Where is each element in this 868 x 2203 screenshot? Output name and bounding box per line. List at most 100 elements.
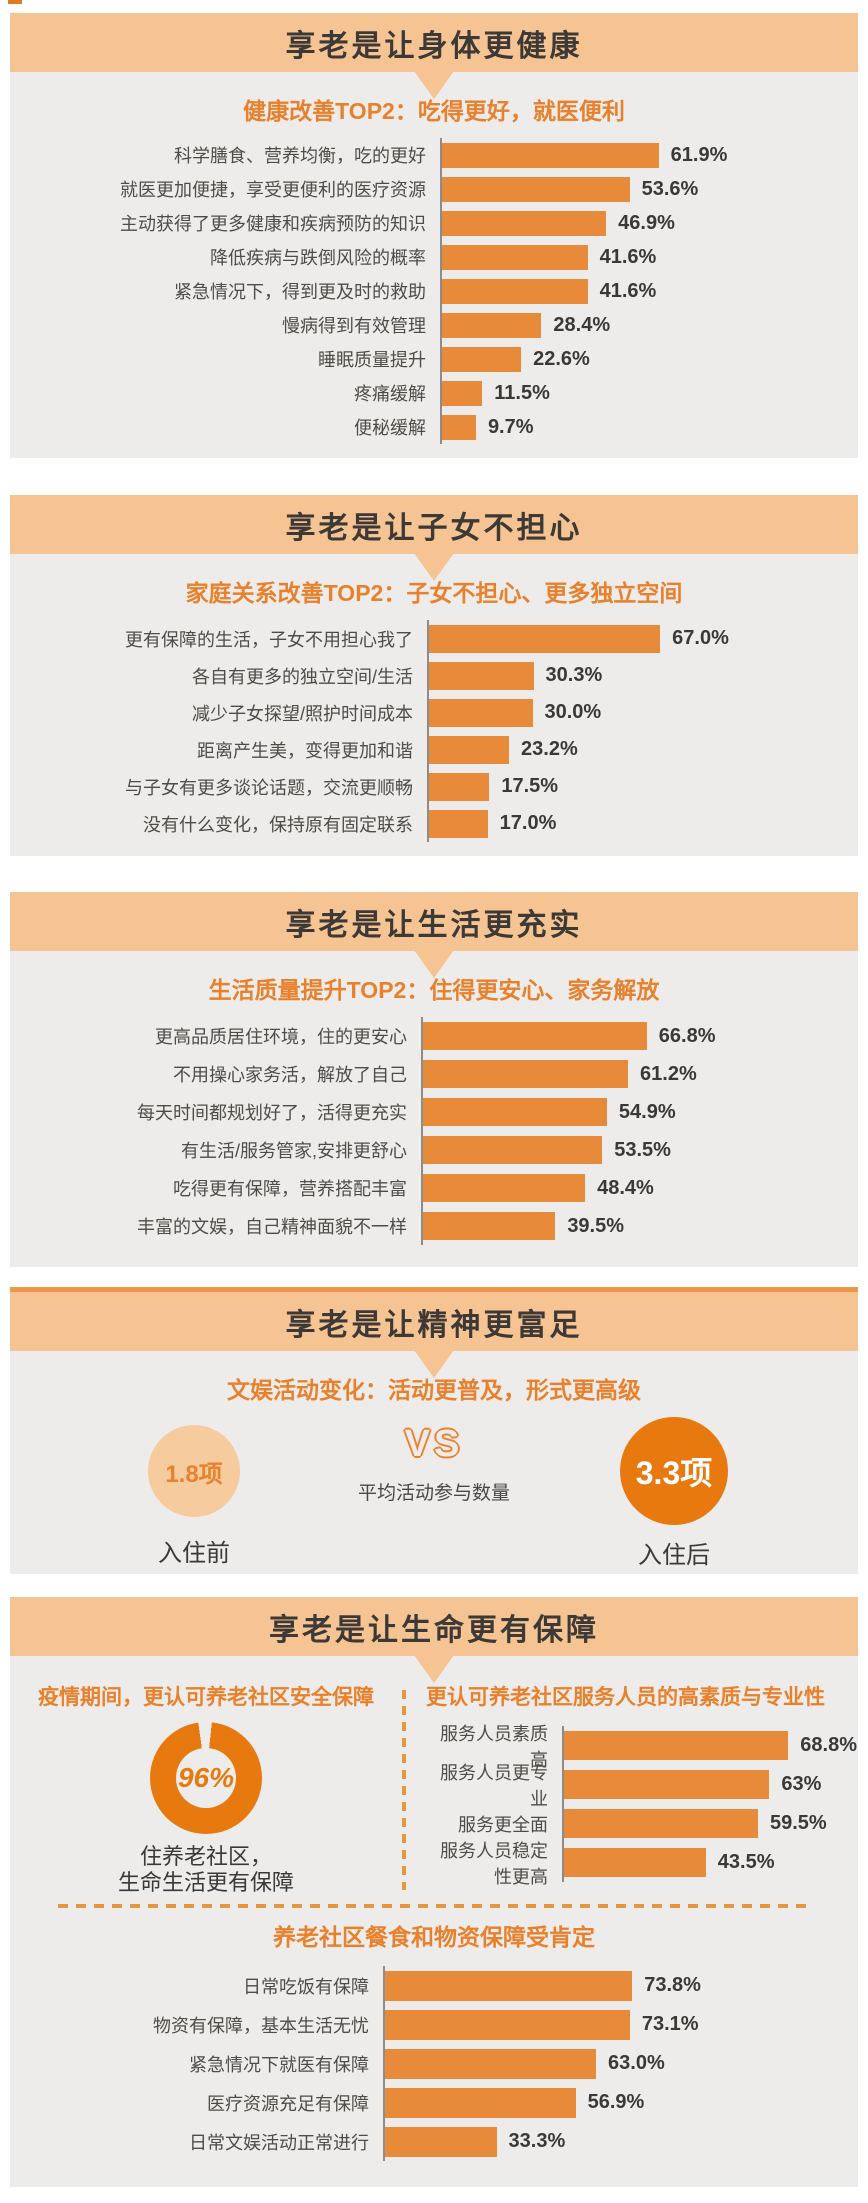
section-health-title: 享老是让身体更健康 (285, 29, 583, 63)
section-life: 享老是让生活更充实 生活质量提升TOP2：住得更安心、家务解放 更高品质居住环境… (10, 892, 858, 1267)
bar-value: 73.8% (644, 1974, 701, 1996)
bar (385, 1970, 633, 2001)
bar-track: 39.5% (421, 1207, 858, 1245)
chart-row: 服务人员稳定性更高 43.5% (426, 1841, 858, 1887)
bar-value: 9.7% (487, 415, 534, 438)
header-notch (414, 1350, 454, 1378)
bar (442, 346, 522, 372)
bar-track: 11.5% (440, 376, 858, 410)
staff-quality-column: 更认可养老社区服务人员的高素质与专业性 服务人员素质高 68.8% 服务人员更专业 6… (406, 1686, 858, 1887)
section-family-body: 家庭关系改善TOP2：子女不担心、更多独立空间 更有保障的生活，子女不用担心我了… (10, 554, 858, 856)
bar-value: 73.1% (641, 2013, 699, 2035)
section-security-header: 享老是让生命更有保障 (10, 1597, 858, 1683)
header-notch (414, 553, 454, 581)
section-family: 享老是让子女不担心 家庭关系改善TOP2：子女不担心、更多独立空间 更有保障的生… (10, 495, 858, 856)
bar-label: 没有什么变化，保持原有固定联系 (143, 814, 413, 835)
section-spirit-header: 享老是让精神更富足 (10, 1287, 858, 1378)
bar-label: 服务人员素质高 (440, 1723, 548, 1770)
bar-label: 减少子女探望/照护时间成本 (192, 703, 413, 724)
bar (442, 414, 476, 440)
bar-value: 41.6% (599, 279, 657, 302)
bar (385, 2009, 630, 2040)
donut-caption-line2: 生命生活更有保障 (117, 1870, 294, 1895)
chart-row: 慢病得到有效管理 28.4% (10, 308, 858, 342)
bar-value: 41.6% (599, 245, 657, 268)
bar-value: 53.5% (614, 1138, 671, 1161)
bar-value: 68.8% (800, 1734, 857, 1756)
section-family-title: 享老是让子女不担心 (285, 511, 583, 545)
bar-value: 30.0% (544, 701, 602, 723)
chart-row: 日常文娱活动正常进行 33.3% (10, 2122, 858, 2161)
health-chart-subtitle: 健康改善TOP2：吃得更好，就医便利 (243, 98, 625, 124)
chart-row: 便秘缓解 9.7% (10, 410, 858, 444)
bar-track: 53.6% (440, 172, 858, 206)
bar (442, 278, 588, 304)
section-life-title: 享老是让生活更充实 (285, 908, 583, 942)
bar-label: 科学膳食、营养均衡，吃的更好 (174, 146, 426, 166)
comparison-after-column: 3.3项 入住后 (549, 1417, 799, 1570)
bar-value: 66.8% (658, 1024, 716, 1047)
bar-track: 63% (562, 1765, 858, 1804)
bar-label: 紧急情况下，得到更及时的救助 (174, 282, 426, 302)
chart-row: 疼痛缓解 11.5% (10, 376, 858, 410)
staff-quality-heading: 更认可养老社区服务人员的高素质与专业性 (426, 1686, 825, 1709)
bar-track: 61.2% (421, 1055, 858, 1093)
chart-row: 每天时间都规划好了，活得更充实 54.9% (10, 1093, 858, 1131)
bar-track: 46.9% (440, 206, 858, 240)
bar-value: 33.3% (508, 2130, 566, 2152)
bar (423, 1098, 607, 1126)
section-security-body: 疫情期间，更认可养老社区安全保障 96% 住养老社区， 生命生活更有保障 更认可… (10, 1656, 858, 2187)
bar (564, 1809, 758, 1838)
chart-row: 距离产生美，变得更加和谐 23.2% (10, 731, 858, 768)
bar-track: 9.7% (440, 410, 858, 444)
bar-track: 53.5% (421, 1131, 858, 1169)
chart-row: 减少子女探望/照护时间成本 30.0% (10, 694, 858, 731)
family-bar-chart: 更有保障的生活，子女不用担心我了 67.0% 各自有更多的独立空间/生活 30.3% 减… (10, 620, 858, 842)
pandemic-safety-heading: 疫情期间，更认可养老社区安全保障 (38, 1686, 374, 1709)
bar-value: 46.9% (618, 211, 675, 234)
bar-label: 就医更加便捷，享受更便利的医疗资源 (120, 180, 426, 200)
chart-row: 服务人员素质高 68.8% (426, 1724, 858, 1770)
bar (423, 1022, 647, 1050)
supplies-heading: 养老社区餐食和物资保障受肯定 (273, 1924, 595, 1950)
bar (423, 1136, 603, 1164)
bar (564, 1770, 770, 1799)
section-spirit-title: 享老是让精神更富足 (285, 1308, 583, 1342)
bar (423, 1174, 586, 1202)
bar-value: 11.5% (494, 381, 550, 404)
section-spirit: 享老是让精神更富足 文娱活动变化：活动更普及，形式更高级 1.8项 入住前 VS… (10, 1287, 858, 1574)
bar-label: 服务人员更专业 (440, 1762, 548, 1809)
comparison-before-column: 1.8项 入住前 (69, 1417, 319, 1568)
bar-label: 吃得更有保障，营养搭配丰富 (173, 1179, 407, 1199)
section-health: 享老是让身体更健康 健康改善TOP2：吃得更好，就医便利 科学膳食、营养均衡，吃… (10, 13, 858, 458)
bar-label: 距离产生美，变得更加和谐 (197, 740, 413, 761)
family-chart-subtitle: 家庭关系改善TOP2：子女不担心、更多独立空间 (185, 580, 683, 606)
bar (429, 735, 510, 764)
after-value-circle: 3.3项 (620, 1417, 728, 1525)
bar-value: 61.2% (640, 1062, 697, 1085)
chart-row: 日常吃饭有保障 73.8% (10, 1966, 858, 2005)
health-bar-chart: 科学膳食、营养均衡，吃的更好 61.9% 就医更加便捷，享受更便利的医疗资源 53.6… (10, 138, 858, 444)
bar-value: 54.9% (618, 1100, 676, 1123)
bar (429, 772, 490, 801)
bar-value: 53.6% (641, 177, 699, 200)
section-health-body: 健康改善TOP2：吃得更好，就医便利 科学膳食、营养均衡，吃的更好 61.9% 就医… (10, 72, 858, 458)
corner-artifact (8, 0, 22, 4)
before-value: 1.8项 (165, 1460, 223, 1488)
vs-text: VS (404, 1423, 464, 1465)
before-label: 入住前 (158, 1540, 230, 1567)
header-notch (414, 1655, 454, 1683)
life-bar-chart: 更高品质居住环境，住的更安心 66.8% 不用操心家务活，解放了自己 61.2% 每天时… (10, 1017, 858, 1245)
section-life-header: 享老是让生活更充实 (10, 892, 858, 978)
bar (442, 380, 483, 406)
spirit-subtitle: 文娱活动变化：活动更普及，形式更高级 (227, 1377, 641, 1403)
bar-label: 与子女有更多谈论话题，交流更顺畅 (125, 777, 413, 798)
chart-row: 各自有更多的独立空间/生活 30.3% (10, 657, 858, 694)
chart-row: 科学膳食、营养均衡，吃的更好 61.9% (10, 138, 858, 172)
bar-track: 61.9% (440, 138, 858, 172)
bar (385, 2048, 597, 2079)
chart-row: 服务更全面 59.5% (426, 1804, 858, 1843)
staff-bar-chart: 服务人员素质高 68.8% 服务人员更专业 63% 服务更全面 59.5% 服务人员稳定性更… (426, 1724, 858, 1887)
bar-value: 56.9% (587, 2091, 645, 2113)
